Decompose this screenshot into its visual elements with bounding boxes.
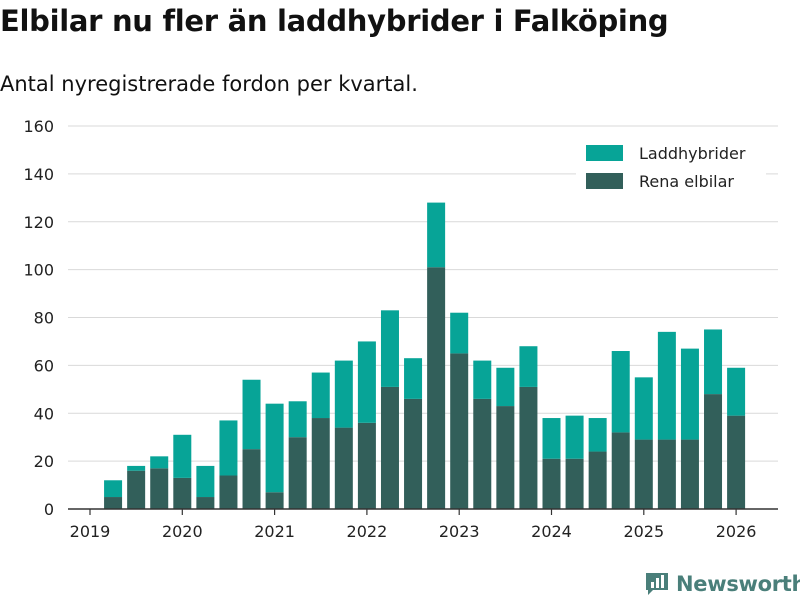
brand-name: Newsworthy	[676, 572, 800, 596]
bar-laddhybrider	[565, 415, 584, 459]
bar-laddhybrider	[219, 420, 238, 476]
bar-laddhybrider	[196, 465, 215, 498]
bar-laddhybrider	[104, 480, 123, 498]
bar-rena-elbilar	[611, 432, 630, 509]
bar-laddhybrider	[427, 202, 446, 268]
legend-label: Rena elbilar	[639, 172, 734, 191]
bar-laddhybrider	[311, 372, 330, 419]
y-tick-label: 160	[23, 117, 54, 136]
x-tick-label: 2025	[623, 522, 664, 541]
bar-rena-elbilar	[680, 439, 699, 509]
bar-laddhybrider	[727, 367, 746, 416]
legend-swatch	[586, 145, 623, 161]
y-tick-label: 40	[34, 404, 54, 423]
bar-laddhybrider	[357, 341, 376, 423]
bar-laddhybrider	[127, 465, 146, 471]
bar-laddhybrider	[657, 331, 676, 440]
x-tick-label: 2023	[439, 522, 480, 541]
y-tick-label: 80	[34, 309, 54, 328]
bar-rena-elbilar	[657, 439, 676, 509]
bar-laddhybrider	[334, 360, 353, 428]
bar-laddhybrider	[173, 434, 192, 478]
bar-rena-elbilar	[427, 267, 446, 509]
x-tick-label: 2020	[162, 522, 203, 541]
bar-rena-elbilar	[288, 437, 307, 509]
chart-title: Elbilar nu fler än laddhybrider i Falköp…	[0, 4, 669, 38]
bar-laddhybrider	[496, 367, 515, 407]
newsworthy-logo-icon	[646, 573, 668, 595]
bar-laddhybrider	[380, 310, 399, 387]
bar-rena-elbilar	[196, 497, 215, 509]
bar-laddhybrider	[680, 348, 699, 440]
bar-rena-elbilar	[565, 458, 584, 509]
bar-rena-elbilar	[634, 439, 653, 509]
bar-rena-elbilar	[311, 418, 330, 509]
y-tick-label: 120	[23, 213, 54, 232]
y-tick-label: 0	[44, 500, 54, 519]
bar-laddhybrider	[242, 379, 261, 450]
bar-rena-elbilar	[404, 398, 423, 509]
bar-laddhybrider	[450, 312, 469, 354]
bar-rena-elbilar	[150, 468, 169, 509]
x-tick-label: 2026	[716, 522, 757, 541]
y-tick-label: 100	[23, 261, 54, 280]
bar-rena-elbilar	[219, 475, 238, 509]
bar-rena-elbilar	[334, 427, 353, 509]
bar-laddhybrider	[588, 418, 607, 452]
bar-rena-elbilar	[450, 353, 469, 509]
bar-laddhybrider	[404, 358, 423, 399]
brand-logo: Newsworthy	[644, 570, 800, 598]
bar-laddhybrider	[265, 403, 284, 493]
bar-rena-elbilar	[173, 477, 192, 509]
bar-rena-elbilar	[357, 422, 376, 509]
bar-laddhybrider	[150, 456, 169, 469]
bar-rena-elbilar	[727, 415, 746, 509]
bar-rena-elbilar	[496, 406, 515, 509]
bar-rena-elbilar	[588, 451, 607, 509]
y-tick-label: 140	[23, 165, 54, 184]
bar-rena-elbilar	[380, 386, 399, 509]
x-tick-label: 2022	[347, 522, 388, 541]
bar-rena-elbilar	[473, 398, 492, 509]
bar-laddhybrider	[611, 351, 630, 433]
bar-laddhybrider	[704, 329, 723, 395]
bar-rena-elbilar	[242, 449, 261, 509]
bar-laddhybrider	[288, 401, 307, 438]
bar-laddhybrider	[542, 418, 561, 459]
bar-laddhybrider	[473, 360, 492, 399]
y-tick-label: 20	[34, 452, 54, 471]
bar-rena-elbilar	[127, 470, 146, 509]
bar-rena-elbilar	[542, 458, 561, 509]
bar-laddhybrider	[634, 377, 653, 440]
legend-label: Laddhybrider	[639, 144, 746, 163]
legend-swatch	[586, 173, 623, 189]
chart-subtitle: Antal nyregistrerade fordon per kvartal.	[0, 72, 418, 96]
bar-rena-elbilar	[519, 386, 538, 509]
bar-rena-elbilar	[265, 492, 284, 509]
x-tick-label: 2021	[254, 522, 295, 541]
y-tick-label: 60	[34, 356, 54, 375]
x-tick-label: 2019	[70, 522, 111, 541]
x-tick-label: 2024	[531, 522, 572, 541]
bar-laddhybrider	[519, 346, 538, 387]
bar-rena-elbilar	[104, 497, 123, 509]
bar-rena-elbilar	[704, 394, 723, 509]
